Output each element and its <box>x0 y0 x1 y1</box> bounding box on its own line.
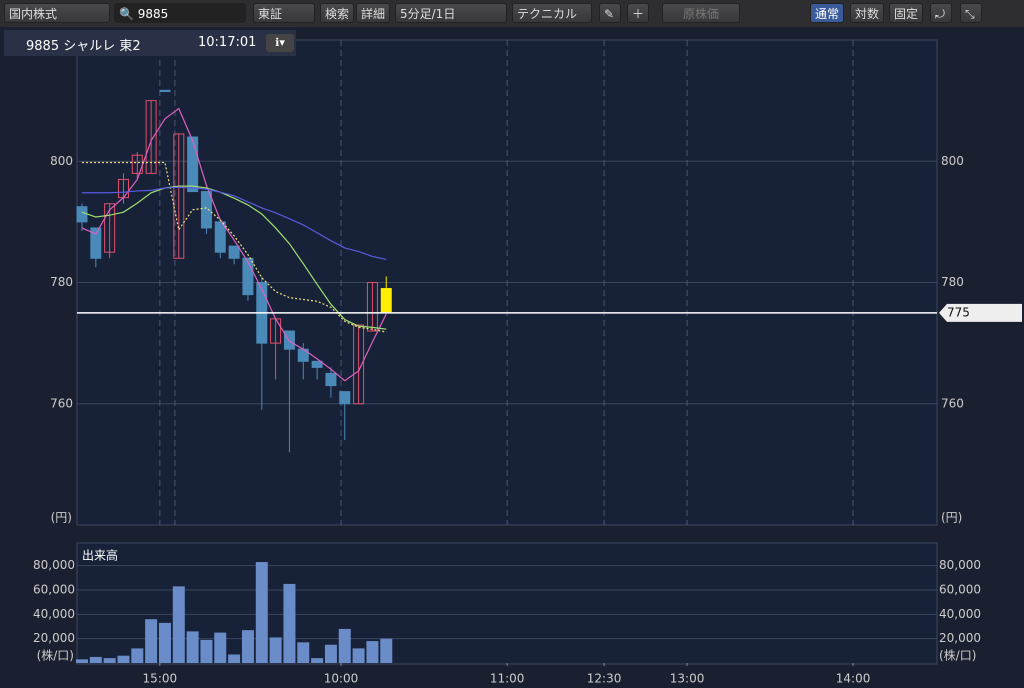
symbol: 9885 シャルレ 東2 <box>26 39 141 54</box>
moving-average <box>81 186 387 261</box>
time: 10:17:01 <box>198 35 257 50</box>
x-tick-label: 15:00 <box>143 672 178 686</box>
candle-body <box>339 391 351 405</box>
candle-body <box>366 282 378 332</box>
candle-body <box>104 203 116 253</box>
unit-label: (株/口) <box>37 648 74 663</box>
y-tick-label: 60,000 <box>939 583 981 597</box>
moving-average <box>81 107 387 382</box>
x-tick-label: 13:00 <box>670 672 705 686</box>
unit-label: (円) <box>51 511 72 525</box>
volume-bar <box>324 644 337 663</box>
x-tick-label: 12:30 <box>587 672 622 686</box>
y-tick-label: 760 <box>941 396 964 410</box>
mode-button[interactable]: 対数 <box>850 3 885 23</box>
info-button[interactable]: ℹ▾ <box>266 34 294 52</box>
exchange-select[interactable]: 東証 <box>253 3 315 23</box>
candle-body <box>76 206 88 223</box>
toolbar: 国内株式 🔍 9885 東証 検索 詳細 5分足/1日 テクニカル ✎ ＋ 原株… <box>0 0 1024 27</box>
volume-bar <box>311 658 324 663</box>
y-tick-label: 80,000 <box>33 558 75 572</box>
y-tick-label: 80,000 <box>939 558 981 572</box>
unit-label: (円) <box>941 511 962 525</box>
volume-bar <box>297 642 310 663</box>
y-tick-label: 40,000 <box>33 607 75 621</box>
volume-bar <box>186 631 199 663</box>
candle-body <box>325 372 337 387</box>
y-tick-label: 780 <box>50 275 73 289</box>
volume-bar <box>158 622 171 663</box>
search-button[interactable]: 検索 <box>320 3 355 23</box>
candle-body <box>283 330 295 350</box>
y-tick-label: 40,000 <box>939 607 981 621</box>
mode-button[interactable]: 通常 <box>810 3 845 23</box>
candle-body <box>311 360 323 368</box>
volume-bar <box>89 656 102 663</box>
volume-bar <box>255 562 268 663</box>
volume-bar <box>214 632 227 663</box>
volume-bar <box>131 648 144 663</box>
volume-bar <box>352 648 365 663</box>
undo-button[interactable]: ⤾ <box>930 3 952 23</box>
volume-bar <box>75 659 88 663</box>
volume-bar <box>172 586 185 663</box>
original-price-button[interactable]: 原株価 <box>662 3 740 23</box>
candle-body <box>187 136 199 193</box>
search-text: 9885 <box>137 7 169 21</box>
x-tick-label: 14:00 <box>836 672 871 686</box>
mode-button[interactable]: 固定 <box>889 3 924 23</box>
candle-body <box>173 133 185 259</box>
candle-body <box>145 100 157 174</box>
volume-title: 出来高 <box>82 548 118 563</box>
candle-body <box>90 227 102 259</box>
y-tick-label: 800 <box>50 154 73 168</box>
shrink-button[interactable]: ⤡ <box>960 3 982 23</box>
moving-average <box>81 185 387 330</box>
current-price-label: 775 <box>947 305 970 319</box>
x-tick-label: 11:00 <box>490 672 525 686</box>
volume-bar <box>269 637 282 663</box>
volume-bar <box>283 583 296 663</box>
unit-label: (株/口) <box>939 648 976 663</box>
moving-average <box>81 161 387 333</box>
y-tick-label: 780 <box>941 275 964 289</box>
candle-body <box>159 89 171 93</box>
x-tick-label: 10:00 <box>324 672 359 686</box>
period-select[interactable]: 5分足/1日 <box>395 3 507 23</box>
y-tick-label: 20,000 <box>939 631 981 645</box>
candle-body <box>242 257 254 296</box>
candle-body <box>214 221 226 253</box>
search-box[interactable]: 🔍 9885 <box>114 3 246 23</box>
market-select[interactable]: 国内株式 <box>4 3 110 23</box>
current-price-tag <box>939 303 1022 322</box>
candle-body <box>228 245 240 259</box>
candle-body <box>200 191 212 229</box>
volume-bar <box>200 639 213 663</box>
candle-body <box>380 288 392 314</box>
y-tick-label: 20,000 <box>33 631 75 645</box>
volume-bar <box>103 658 116 663</box>
volume-bar <box>228 654 241 663</box>
volume-bar <box>380 638 393 663</box>
draw-button[interactable]: ✎ <box>599 3 621 23</box>
candle-body <box>353 324 365 405</box>
volume-bar <box>117 655 130 663</box>
technical-button[interactable]: テクニカル <box>512 3 592 23</box>
volume-bar <box>338 628 351 663</box>
volume-bar <box>145 619 158 663</box>
detail-button[interactable]: 詳細 <box>356 3 391 23</box>
symbol-header: 9885 シャルレ 東2 10:17:01 ℹ▾ <box>4 30 296 56</box>
y-tick-label: 800 <box>941 154 964 168</box>
y-tick-label: 760 <box>50 396 73 410</box>
add-button[interactable]: ＋ <box>627 3 649 23</box>
volume-bar <box>241 630 254 663</box>
y-tick-label: 60,000 <box>33 583 75 597</box>
volume-bar <box>366 641 379 663</box>
